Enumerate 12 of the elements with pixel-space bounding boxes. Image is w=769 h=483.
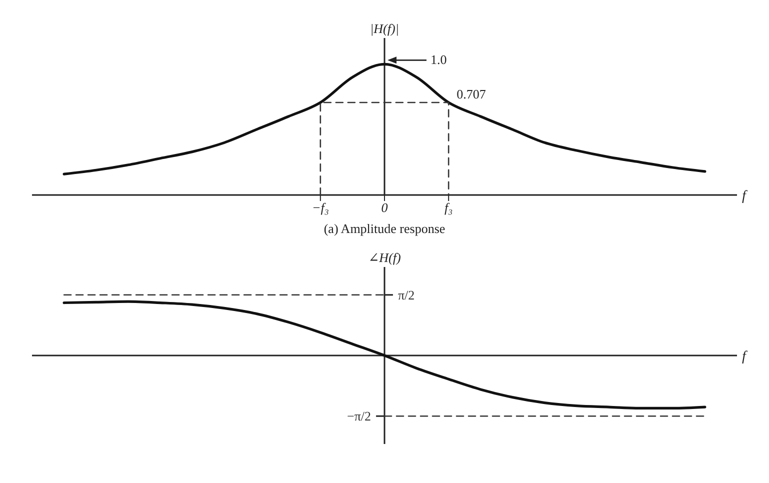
series-label: π/2 [398, 288, 415, 302]
y-axis-title: |H(f)| [370, 21, 399, 36]
text: (a) Amplitude response [322, 221, 446, 237]
x-axis-title: f [742, 349, 748, 364]
series-label: −π/2 [347, 408, 372, 424]
x-axis-title: f [742, 188, 748, 204]
x-tick-label: f₃ [444, 200, 453, 216]
y-axis-title: ∠H(f) [368, 250, 401, 265]
x-tick-label: −f₃ [312, 200, 329, 216]
annotation: 0.707 [456, 86, 486, 102]
x-tick-label: 0 [381, 200, 388, 216]
annotation: 1.0 [430, 52, 447, 68]
